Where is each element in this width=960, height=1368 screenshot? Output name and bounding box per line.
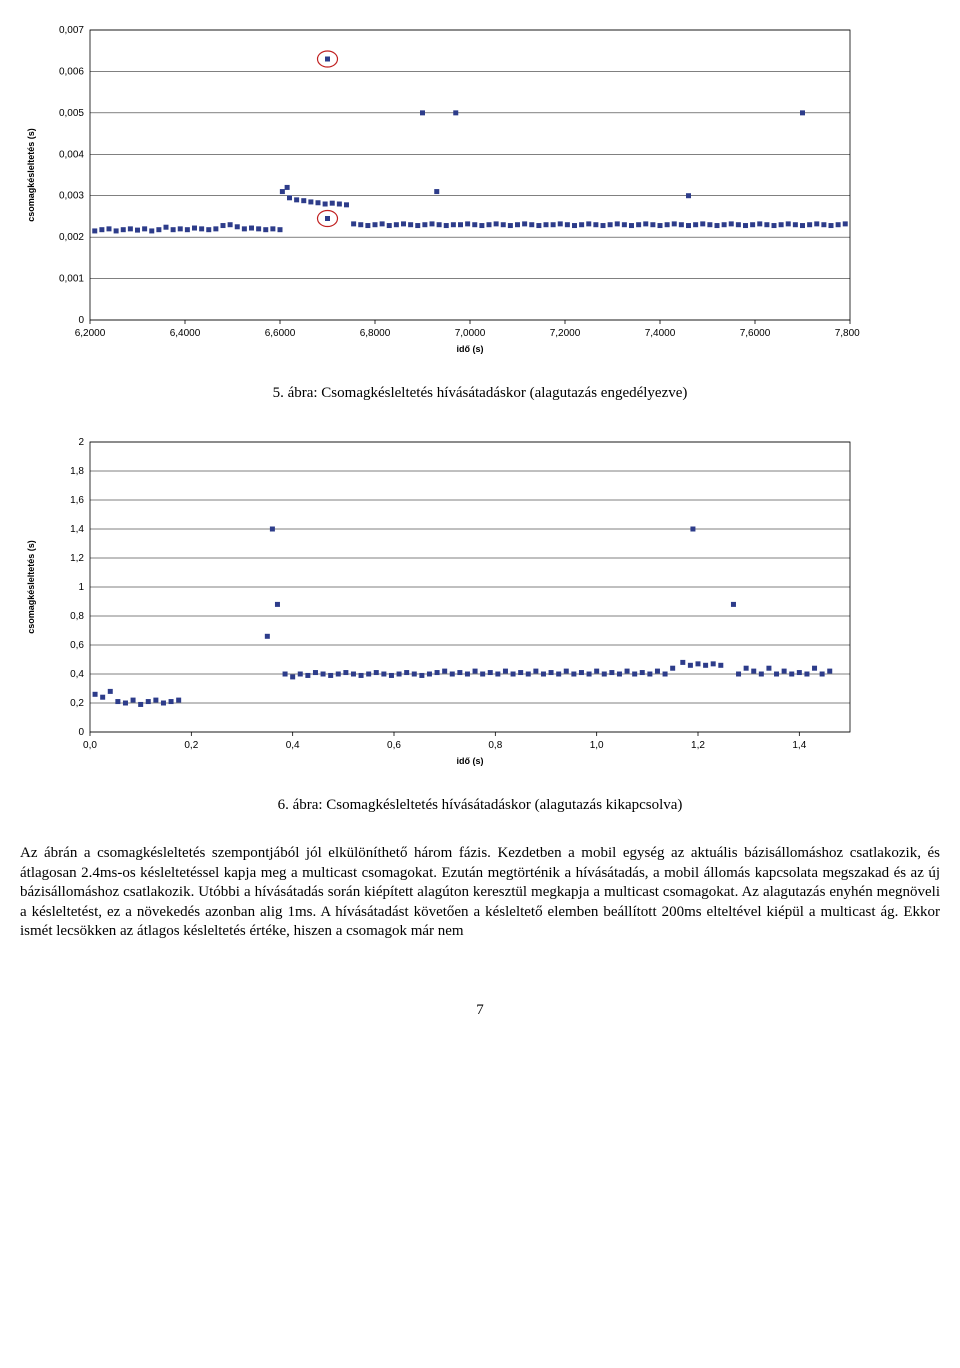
- svg-text:1,4: 1,4: [792, 740, 806, 751]
- svg-text:6,2000: 6,2000: [75, 328, 106, 339]
- svg-text:0,2: 0,2: [70, 698, 84, 709]
- svg-text:1: 1: [78, 582, 84, 593]
- svg-text:7,8000: 7,8000: [835, 328, 860, 339]
- svg-text:0,002: 0,002: [59, 232, 84, 243]
- svg-text:0,2: 0,2: [184, 740, 198, 751]
- svg-text:idő (s): idő (s): [457, 344, 484, 354]
- caption-1: 5. ábra: Csomagkésleltetés hívásátadásko…: [20, 385, 940, 402]
- chart-2-svg: 0,0 0,2 0,4 0,6 0,8 1,0 1,2 1,4 0 0,2 0,4 0,6 0,8 1 1,…: [20, 432, 860, 772]
- svg-text:csomagkésleltetés (s): csomagkésleltetés (s): [26, 540, 36, 634]
- svg-text:0,8: 0,8: [70, 611, 84, 622]
- svg-text:7,4000: 7,4000: [645, 328, 676, 339]
- svg-text:idő (s): idő (s): [457, 756, 484, 766]
- svg-text:1,8: 1,8: [70, 466, 84, 477]
- chart-2: 0,0 0,2 0,4 0,6 0,8 1,0 1,2 1,4 0 0,2 0,4 0,6 0,8 1 1,…: [20, 432, 940, 777]
- chart-1-svg: 6,2000 6,4000 6,6000 6,8000 7,0000 7,2000 7,40…: [20, 20, 860, 360]
- svg-text:1,6: 1,6: [70, 495, 84, 506]
- svg-text:1,2: 1,2: [691, 740, 705, 751]
- svg-text:6,4000: 6,4000: [170, 328, 201, 339]
- svg-text:0: 0: [78, 315, 84, 326]
- page-number: 7: [20, 1002, 940, 1019]
- body-paragraph: Az ábrán a csomagkésleltetés szempontjáb…: [20, 844, 940, 942]
- svg-text:1,0: 1,0: [590, 740, 604, 751]
- svg-text:csomagkésleltetés (s): csomagkésleltetés (s): [26, 128, 36, 222]
- svg-text:0,005: 0,005: [59, 108, 84, 119]
- svg-text:0,003: 0,003: [59, 191, 84, 202]
- svg-text:0,6: 0,6: [387, 740, 401, 751]
- svg-text:1,4: 1,4: [70, 524, 84, 535]
- chart-1: 6,2000 6,4000 6,6000 6,8000 7,0000 7,2000 7,40…: [20, 20, 940, 365]
- svg-text:7,6000: 7,6000: [740, 328, 771, 339]
- svg-text:0,007: 0,007: [59, 25, 84, 36]
- svg-text:0: 0: [78, 727, 84, 738]
- svg-text:0,004: 0,004: [59, 149, 84, 160]
- svg-text:0,001: 0,001: [59, 274, 84, 285]
- svg-text:0,0: 0,0: [83, 740, 97, 751]
- svg-text:0,006: 0,006: [59, 66, 84, 77]
- svg-text:7,2000: 7,2000: [550, 328, 581, 339]
- svg-text:0,8: 0,8: [488, 740, 502, 751]
- svg-text:2: 2: [78, 437, 84, 448]
- svg-text:0,6: 0,6: [70, 640, 84, 651]
- svg-text:0,4: 0,4: [286, 740, 300, 751]
- caption-2: 6. ábra: Csomagkésleltetés hívásátadásko…: [20, 797, 940, 814]
- svg-text:6,6000: 6,6000: [265, 328, 296, 339]
- svg-text:0,4: 0,4: [70, 669, 84, 680]
- svg-text:7,0000: 7,0000: [455, 328, 486, 339]
- svg-text:6,8000: 6,8000: [360, 328, 391, 339]
- svg-text:1,2: 1,2: [70, 553, 84, 564]
